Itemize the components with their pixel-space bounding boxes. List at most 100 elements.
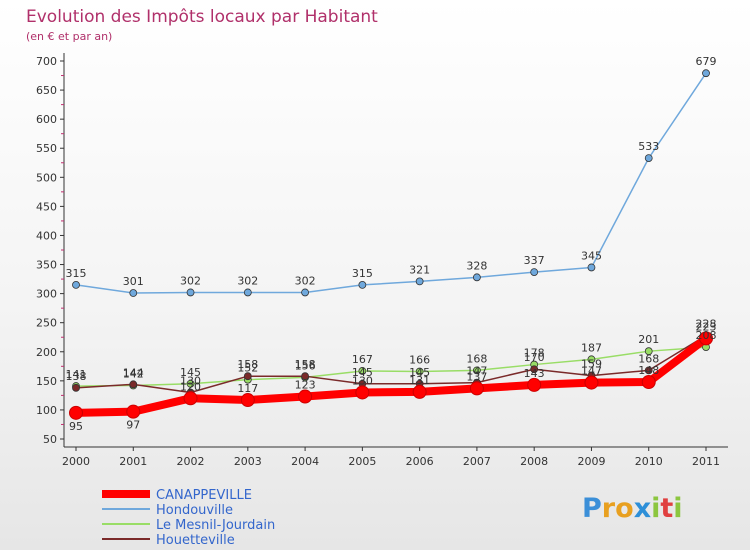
series-0-data-label: 137 [466,370,487,383]
series-3-data-label: 145 [409,366,430,379]
series-3-point [530,365,539,374]
logo-letter: r [602,493,616,524]
series-2-data-label: 156 [295,359,316,372]
x-tick-label: 2003 [234,455,262,468]
y-tick-label: 700 [36,55,57,68]
series-3-data-label: 158 [237,358,258,371]
y-tick-label: 500 [36,171,57,184]
x-tick-label: 2002 [177,455,205,468]
series-3-data-label: 144 [123,366,144,379]
series-3-data-label: 228 [696,317,717,330]
y-tick-label: 450 [36,200,57,213]
series-2-point [587,355,596,364]
series-0-point [699,331,713,346]
y-tick-label: 350 [36,259,57,272]
x-tick-label: 2010 [635,455,663,468]
y-tick-label: 300 [36,288,57,301]
series-layer [69,69,713,420]
series-1-point [702,69,710,78]
series-1-point [129,289,138,297]
series-2-data-label: 166 [409,354,430,367]
x-tick-label: 2006 [406,455,434,468]
series-2-data-label: 145 [180,366,201,379]
series-0-data-label: 95 [69,420,83,433]
series-3-point [644,366,653,375]
x-tick-label: 2007 [463,455,491,468]
chart-subtitle: (en € et par an) [26,30,112,43]
series-2-data-label: 152 [237,362,258,375]
series-3-data-label: 145 [352,366,373,379]
legend-label-2: Le Mesnil-Jourdain [156,518,275,533]
y-tick-label: 200 [36,346,57,359]
series-2-point [358,367,367,375]
series-1-data-label: 315 [66,267,87,280]
series-0-data-label: 130 [352,374,373,387]
y-tick-label: 150 [36,375,57,388]
series-2-data-label: 208 [696,329,717,342]
series-0-data-label: 148 [638,364,659,377]
series-1-point [243,288,252,297]
series-3-data-label: 170 [524,351,545,364]
x-tick-label: 2009 [577,455,605,468]
series-1-data-label: 315 [352,267,373,280]
series-1-data-label: 302 [295,274,316,287]
series-3-data-label: 130 [180,374,201,387]
legend-label-1: Hondouville [156,503,233,518]
y-tick-label: 650 [36,84,57,97]
y-tick-label: 400 [36,229,57,242]
series-3-data-label: 138 [66,370,87,383]
series-3-point [129,380,138,389]
x-tick-label: 2008 [520,455,548,468]
series-1-data-label: 533 [638,140,659,153]
series-0-point [126,404,141,419]
series-1-point [530,268,539,276]
series-1-data-label: 679 [696,55,717,68]
series-2-data-label: 187 [581,341,602,354]
series-1-data-label: 328 [466,259,487,272]
series-2-point [644,347,653,356]
series-0-data-label: 147 [581,365,602,378]
series-2-data-label: 142 [123,367,144,380]
y-tick-label: 50 [43,433,57,446]
y-tick-label: 550 [36,142,57,155]
series-1-point [358,280,367,289]
series-2-data-label: 178 [524,347,545,360]
series-0-data-label: 143 [524,367,545,380]
series-0-point [183,391,198,406]
series-3-point [243,372,252,381]
series-0-point [412,384,427,399]
chart-title: Evolution des Impôts locaux par Habitant [26,7,378,27]
proxiti-logo: Proxiti [582,493,683,524]
series-3-data-label: 158 [295,358,316,371]
series-0-point [240,393,255,408]
series-1-data-label: 302 [180,274,201,287]
series-2-data-label: 167 [352,353,373,366]
series-1-data-label: 301 [123,275,144,288]
chart-axes: 50 100 150 200 250 300 350 400 450 500 550 600 650 70… [36,53,728,468]
series-3-data-label: 168 [638,352,659,365]
series-0-data-label: 120 [180,380,201,393]
series-0-point [584,375,599,390]
series-3-data-label: 159 [581,358,602,371]
series-0-point [641,375,656,390]
series-1-point [415,277,424,286]
series-3-point [301,372,309,381]
x-tick-label: 2011 [692,455,720,468]
series-1-point [301,288,309,297]
series-2-point [473,366,481,375]
series-1-point [72,280,80,289]
x-tick-label: 2004 [291,455,319,468]
series-0-data-label: 97 [126,419,140,432]
series-0-data-label: 117 [237,382,258,395]
y-tick-label: 100 [36,404,57,417]
series-1-data-label: 302 [237,274,258,287]
series-0-data-label: 223 [696,320,717,333]
x-tick-label: 2001 [119,455,147,468]
series-0-point [469,381,484,396]
series-line-2 [75,346,707,387]
logo-letter: x [634,493,651,524]
series-2-point [186,379,195,388]
